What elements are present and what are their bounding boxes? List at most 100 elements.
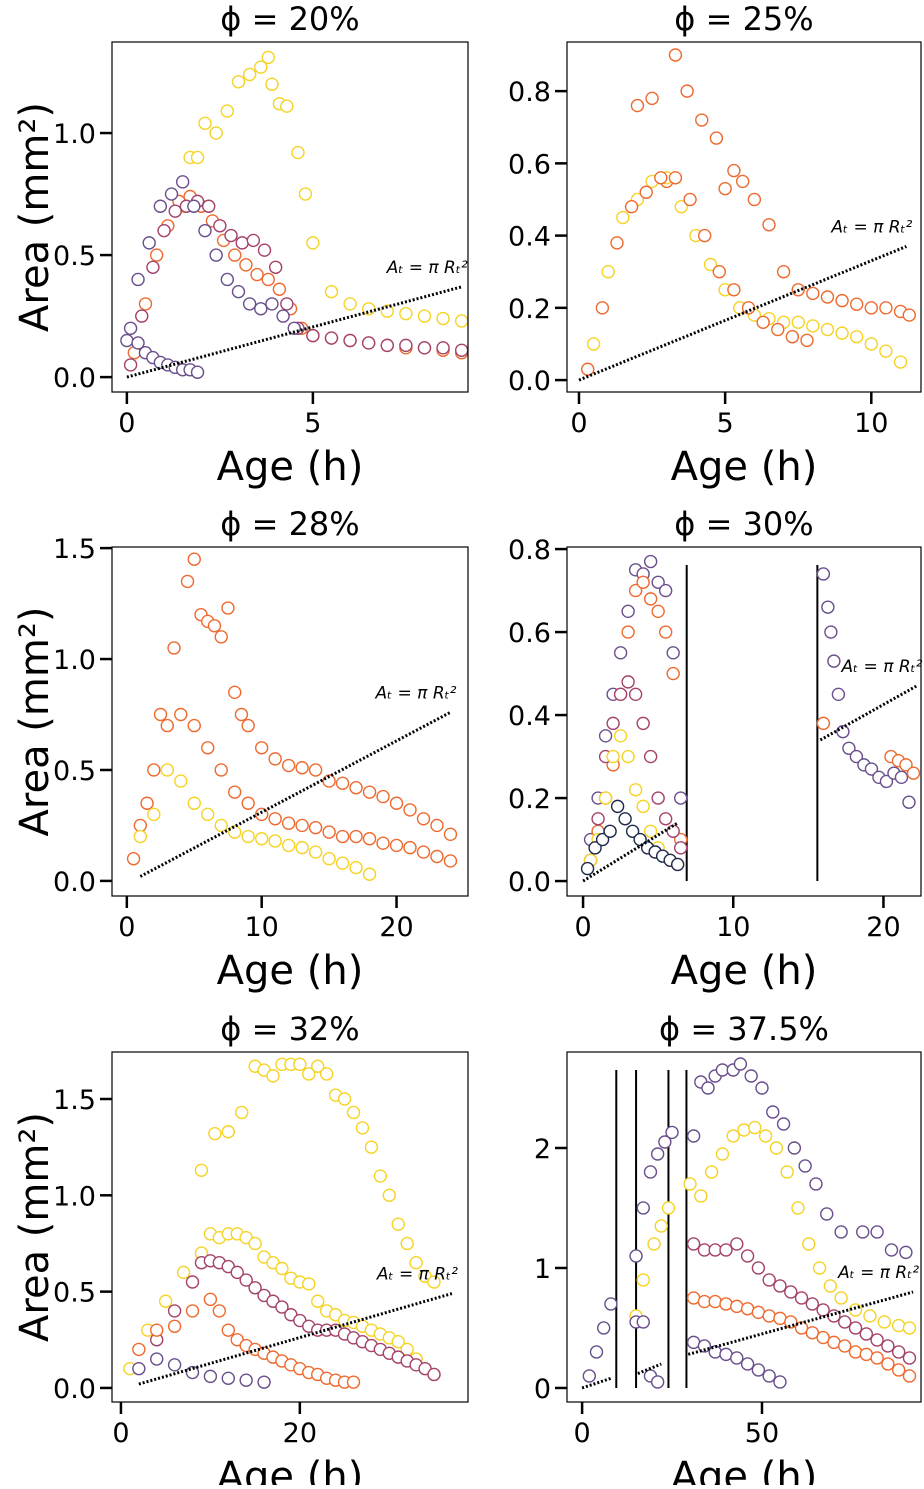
data-point bbox=[751, 1261, 766, 1275]
data-point bbox=[399, 306, 413, 321]
data-point bbox=[142, 236, 156, 250]
data-point bbox=[268, 260, 283, 274]
annotation: Aₜ = π Rₜ² bbox=[386, 258, 468, 278]
data-point bbox=[436, 311, 450, 326]
y-tick-label: 0.5 bbox=[53, 241, 96, 272]
x-tick-label: 50 bbox=[745, 1418, 779, 1449]
fit-line bbox=[637, 1362, 662, 1375]
y-tick-label: 0.5 bbox=[53, 1278, 96, 1309]
data-point bbox=[891, 1318, 906, 1333]
data-point bbox=[701, 1081, 715, 1095]
data-point bbox=[427, 1275, 441, 1289]
data-point bbox=[604, 1297, 618, 1311]
data-point bbox=[863, 1309, 877, 1323]
data-point bbox=[697, 1339, 712, 1353]
data-point bbox=[198, 223, 212, 238]
y-tick-label: 0.8 bbox=[508, 535, 551, 566]
data-point bbox=[636, 1315, 650, 1329]
data-point bbox=[683, 192, 697, 207]
data-point bbox=[265, 77, 279, 91]
data-point bbox=[651, 575, 665, 589]
data-point bbox=[740, 1357, 755, 1371]
data-point bbox=[766, 1105, 780, 1119]
annotation: Aₜ = π Rₜ² bbox=[841, 657, 923, 677]
data-point bbox=[636, 1273, 650, 1287]
data-point bbox=[185, 1365, 200, 1380]
x-tick-label: 5 bbox=[304, 408, 321, 439]
data-point bbox=[580, 861, 595, 876]
data-point bbox=[132, 1361, 146, 1376]
data-point bbox=[704, 1165, 719, 1179]
data-point bbox=[727, 163, 741, 178]
data-point bbox=[265, 297, 279, 311]
fit-line bbox=[139, 710, 452, 878]
data-point bbox=[870, 1333, 884, 1347]
data-point bbox=[146, 260, 160, 274]
data-point bbox=[276, 309, 290, 323]
y-axis-label: Area (mm²) bbox=[12, 1112, 58, 1342]
data-point bbox=[221, 1323, 235, 1337]
data-point bbox=[239, 1273, 253, 1287]
panel-title: ϕ = 28% bbox=[220, 505, 359, 543]
data-point bbox=[712, 265, 726, 279]
data-point bbox=[203, 1292, 218, 1307]
data-point bbox=[735, 174, 750, 189]
data-point bbox=[153, 707, 168, 722]
data-point bbox=[835, 293, 849, 308]
data-point bbox=[281, 838, 296, 853]
panel-title: ϕ = 30% bbox=[674, 505, 813, 543]
data-point bbox=[207, 619, 222, 633]
data-point bbox=[755, 1081, 769, 1095]
data-point bbox=[820, 1207, 834, 1221]
panel-title: ϕ = 32% bbox=[220, 1010, 359, 1048]
data-point bbox=[864, 301, 879, 315]
data-point bbox=[176, 1265, 191, 1280]
data-point bbox=[881, 1357, 895, 1371]
data-point bbox=[849, 297, 864, 311]
data-point bbox=[643, 749, 658, 764]
x-tick-label: 0 bbox=[112, 1418, 129, 1449]
data-point bbox=[806, 286, 820, 301]
data-point bbox=[730, 1237, 744, 1251]
y-tick-label: 0.4 bbox=[508, 701, 551, 732]
data-point bbox=[403, 803, 417, 817]
data-point bbox=[335, 856, 350, 870]
data-point bbox=[261, 50, 275, 65]
data-point bbox=[902, 795, 916, 809]
data-point bbox=[588, 841, 602, 855]
data-point bbox=[639, 185, 653, 199]
data-point bbox=[220, 104, 235, 118]
data-point bbox=[596, 1321, 611, 1335]
data-point bbox=[241, 829, 255, 844]
data-point bbox=[621, 675, 635, 689]
data-point bbox=[220, 272, 235, 287]
data-point bbox=[391, 1217, 405, 1231]
data-point bbox=[302, 1277, 316, 1291]
plot-frame bbox=[566, 41, 922, 393]
data-point bbox=[234, 707, 249, 722]
data-point bbox=[389, 838, 404, 853]
data-point bbox=[228, 685, 242, 700]
data-point bbox=[856, 1225, 870, 1239]
data-point bbox=[762, 218, 776, 232]
data-point bbox=[821, 600, 835, 614]
y-tick-label: 0 bbox=[534, 1374, 551, 1405]
x-tick-label: 0 bbox=[570, 408, 587, 439]
data-point bbox=[362, 832, 377, 846]
data-point bbox=[190, 365, 205, 379]
data-point bbox=[891, 1345, 906, 1359]
y-tick-label: 0.5 bbox=[53, 756, 96, 787]
data-point bbox=[131, 272, 145, 287]
data-point bbox=[295, 840, 309, 855]
data-point bbox=[298, 187, 313, 201]
data-point bbox=[613, 687, 628, 702]
data-point bbox=[630, 98, 645, 113]
data-point bbox=[187, 199, 201, 213]
data-point bbox=[606, 716, 620, 731]
data-point bbox=[311, 1294, 325, 1308]
data-point bbox=[257, 1375, 271, 1389]
panel-title: ϕ = 25% bbox=[674, 0, 813, 38]
panel: ϕ = 30% 0 10 20 0.0 0.2 0.4 0.6 0.8 Age (h) Aₜ = π… bbox=[508, 505, 923, 994]
panel-title: ϕ = 20% bbox=[220, 0, 359, 38]
